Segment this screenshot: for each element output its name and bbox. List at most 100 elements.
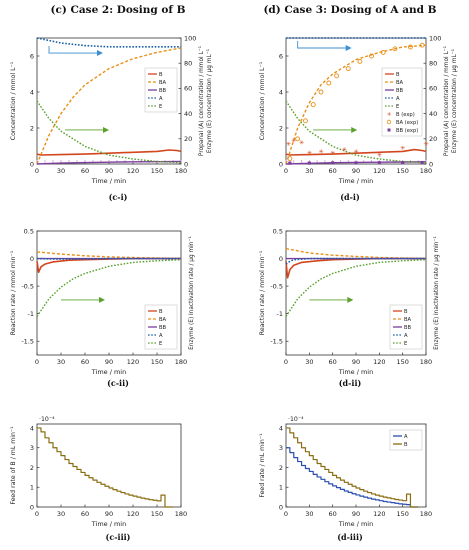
y-tick-label: 2 bbox=[30, 464, 34, 472]
y-tick-label: 0 bbox=[30, 503, 34, 511]
legend-label: B bbox=[159, 309, 163, 315]
data-point-bbexp bbox=[420, 160, 424, 165]
x-tick-label: 90 bbox=[105, 510, 113, 518]
panel-caption: (d-iii) bbox=[337, 532, 363, 542]
series-line-ba bbox=[285, 44, 427, 165]
legend-label: E bbox=[404, 341, 407, 347]
x-axis-label: Time / min bbox=[91, 520, 127, 528]
x-axis-label: Time / min bbox=[338, 177, 374, 185]
series-line-ba bbox=[285, 247, 427, 259]
data-point-baexp bbox=[310, 102, 316, 108]
legend-label: BB bbox=[396, 88, 404, 94]
data-point-bexp: ✳ bbox=[353, 148, 358, 155]
x-tick-label: 0 bbox=[35, 358, 39, 366]
series-line-e bbox=[285, 100, 427, 164]
y2-tick-label: 40 bbox=[184, 110, 192, 118]
data-point-bbexp bbox=[377, 161, 381, 165]
y-tick-label: 0 bbox=[30, 160, 34, 168]
series-line-b bbox=[285, 148, 427, 156]
y-tick-label: -1 bbox=[277, 310, 283, 318]
x-tick-label: 150 bbox=[151, 358, 163, 366]
y2-tick-label: 0 bbox=[429, 160, 433, 168]
header-right: (d) Case 3: Dosing of A and B bbox=[263, 4, 436, 16]
arrow-head-e bbox=[351, 126, 358, 133]
legend-label: A bbox=[404, 434, 408, 440]
panel-caption: (c-ii) bbox=[107, 378, 129, 388]
y2-axis-label: Propanal (A) concentration / mmol L⁻¹ bbox=[198, 46, 205, 156]
legend-label: BA bbox=[396, 80, 404, 86]
legend-label: A bbox=[159, 96, 163, 102]
panel-caption: (c-i) bbox=[109, 192, 128, 202]
x-tick-label: 0 bbox=[35, 167, 39, 175]
data-point-baexp bbox=[369, 53, 375, 59]
x-tick-label: 90 bbox=[352, 510, 360, 518]
y-tick-label: 4 bbox=[30, 88, 34, 96]
series-line-b bbox=[37, 427, 173, 508]
y-tick-label: 0 bbox=[279, 160, 283, 168]
data-point-bexp: ✳ bbox=[307, 150, 312, 157]
panel-caption: (c-iii) bbox=[106, 532, 131, 542]
y-tick-label: 6 bbox=[279, 52, 283, 60]
series-line-a bbox=[286, 447, 419, 508]
arrow-head-e bbox=[103, 126, 109, 133]
data-point-bexp: ✳ bbox=[291, 138, 296, 145]
series-line-b bbox=[285, 257, 426, 279]
y-tick-label: 3 bbox=[30, 444, 34, 452]
data-point-baexp bbox=[419, 42, 425, 48]
y2-axis-label: Enzyme (E) inactivation rate / µg min⁻¹ bbox=[188, 236, 195, 350]
data-point-baexp bbox=[318, 89, 324, 95]
legend-label: E bbox=[159, 341, 162, 347]
x-tick-label: 180 bbox=[420, 358, 432, 366]
x-tick-label: 150 bbox=[396, 358, 408, 366]
x-tick-label: 180 bbox=[175, 510, 187, 518]
x-tick-label: 180 bbox=[420, 510, 432, 518]
x-axis-label: Time / min bbox=[338, 520, 374, 528]
x-tick-label: 60 bbox=[81, 358, 89, 366]
legend-box bbox=[381, 67, 423, 137]
y-tick-label: 0.5 bbox=[273, 227, 283, 235]
series-line-e bbox=[285, 259, 427, 317]
legend-label: E bbox=[396, 104, 399, 110]
axis-arrow-a bbox=[48, 46, 97, 54]
x-tick-label: 180 bbox=[175, 358, 187, 366]
y2-axis-label: Enzyme (E) inactivation rate / µg min⁻¹ bbox=[433, 236, 440, 350]
legend-label: BA (exp) bbox=[396, 120, 418, 126]
data-point-bexp: ✳ bbox=[318, 148, 323, 155]
data-point-baexp bbox=[334, 73, 340, 79]
x-tick-label: 90 bbox=[105, 358, 113, 366]
x-tick-label: 90 bbox=[352, 358, 360, 366]
x-tick-label: 30 bbox=[57, 358, 65, 366]
data-point-baexp bbox=[326, 80, 332, 86]
legend-label: E bbox=[159, 104, 162, 110]
x-tick-label: 0 bbox=[284, 167, 288, 175]
arrow-head-a bbox=[97, 50, 103, 57]
series-line-a bbox=[36, 37, 181, 48]
legend-label: B bbox=[159, 72, 163, 78]
series-line-ba bbox=[36, 251, 182, 259]
y2-tick-label: 80 bbox=[429, 60, 437, 68]
legend: AB bbox=[389, 429, 423, 451]
x-tick-label: 30 bbox=[57, 167, 65, 175]
panel-d-ii: 0 30 60 90 120 150 180 Time / min 0.5 0 -0.5 -1 -1.5… bbox=[259, 227, 440, 388]
legend-label: BB bbox=[159, 88, 167, 94]
data-point-baexp bbox=[295, 136, 301, 142]
y-tick-label: -1 bbox=[28, 310, 34, 318]
legend-label: BB bbox=[404, 325, 412, 331]
data-point-bexp: ✳ bbox=[423, 141, 428, 148]
y-tick-label: 4 bbox=[279, 88, 283, 96]
y-tick-label: -0.5 bbox=[21, 282, 34, 290]
panel-c-iii: 0 30 60 90 120 150 180 Time / min 0 1 2 3 4 Feed rate… bbox=[10, 416, 187, 542]
data-point-bbexp bbox=[331, 161, 335, 165]
y2-tick-label: 60 bbox=[184, 85, 192, 93]
legend-label: BA bbox=[159, 80, 167, 86]
x-tick-label: 60 bbox=[329, 167, 337, 175]
legend-box bbox=[389, 429, 423, 451]
arrow-head-e bbox=[347, 296, 354, 303]
y2-axis-label-2: Enzyme (E) concentration / µg mL⁻¹ bbox=[206, 49, 213, 153]
header-left: (c) Case 2: Dosing of B bbox=[51, 4, 186, 16]
data-point-bexp: ✳ bbox=[286, 141, 291, 148]
y-axis-label: Feed rate of B / mL min⁻¹ bbox=[10, 426, 17, 505]
axis-arrow-a bbox=[297, 41, 346, 49]
y-tick-label: 0 bbox=[279, 255, 283, 263]
